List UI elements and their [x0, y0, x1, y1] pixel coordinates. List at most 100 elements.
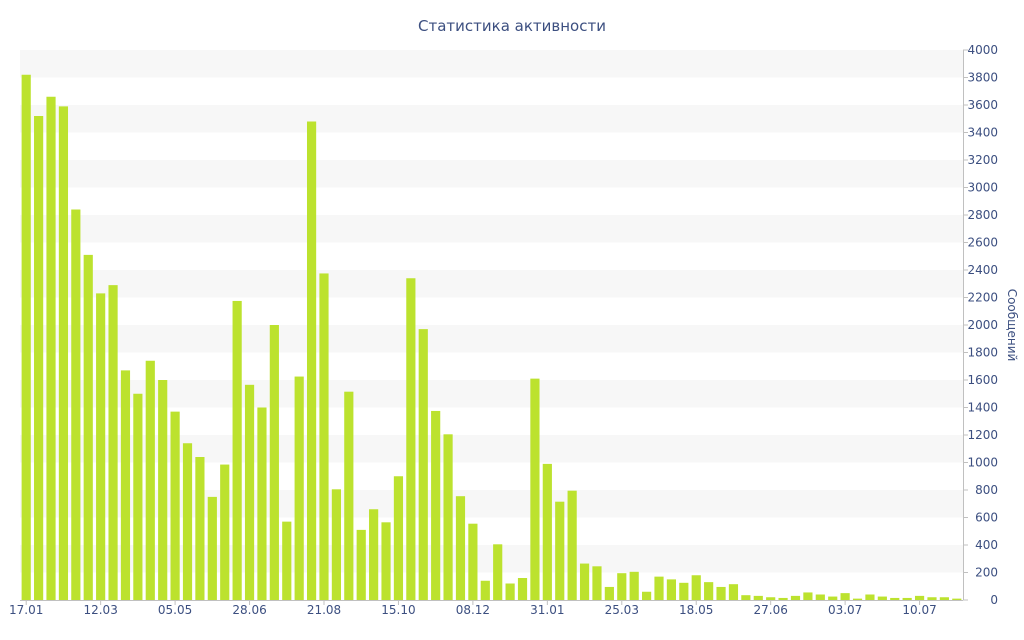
- bar: [96, 293, 106, 601]
- bar: [716, 586, 726, 600]
- bar: [803, 592, 813, 600]
- bar: [852, 598, 863, 601]
- bar: [579, 563, 590, 600]
- grid-band: [20, 105, 963, 133]
- bar: [195, 457, 205, 600]
- bar: [654, 576, 664, 601]
- bar: [46, 96, 56, 600]
- bar: [939, 597, 949, 600]
- x-tick-label: 25.03: [605, 603, 639, 617]
- bar: [170, 411, 180, 601]
- x-tick-label: 31.01: [530, 603, 564, 617]
- y-tick-label: 3600: [967, 98, 998, 112]
- bar: [728, 584, 739, 600]
- x-tick-label: 18.05: [679, 603, 713, 617]
- x-tick-label: 27.06: [753, 603, 787, 617]
- bar: [741, 595, 751, 600]
- bar: [666, 579, 676, 601]
- bar: [517, 578, 528, 600]
- x-tick-label: 08.12: [456, 603, 490, 617]
- bar: [455, 496, 466, 600]
- bar: [232, 300, 242, 600]
- y-tick-label: 3800: [967, 71, 998, 85]
- bar: [381, 522, 391, 600]
- y-axis: 0 200 400 600 800 1000 1200 1400 1600 1800 2000 220…: [963, 43, 998, 607]
- bar: [244, 384, 255, 600]
- bar: [108, 285, 118, 601]
- x-axis: 17.01 12.03 05.05 28.06 21.08 15.10 08.12 31.01…: [9, 600, 963, 617]
- bar: [443, 434, 453, 600]
- y-tick-label: 3400: [967, 126, 998, 140]
- x-tick-label: 12.03: [83, 603, 117, 617]
- bar: [369, 509, 379, 600]
- bar: [356, 529, 366, 601]
- x-tick-label: 28.06: [232, 603, 266, 617]
- x-tick-label: 05.05: [158, 603, 192, 617]
- y-tick-label: 2200: [967, 291, 998, 305]
- y-axis-label: Сообщений: [1005, 289, 1019, 362]
- bar: [282, 521, 292, 601]
- y-tick-label: 0: [990, 593, 998, 607]
- bar: [778, 597, 788, 600]
- bar: [530, 378, 540, 601]
- y-tick-label: 2000: [967, 318, 998, 332]
- bar: [431, 410, 441, 600]
- grid-bands: [20, 50, 963, 573]
- y-tick-label: 2600: [967, 236, 998, 250]
- bar: [766, 597, 776, 600]
- bar: [294, 376, 304, 600]
- bar: [877, 596, 887, 600]
- y-tick-label: 600: [975, 511, 998, 525]
- bar: [120, 370, 131, 601]
- y-tick-label: 800: [975, 483, 998, 497]
- y-tick-label: 4000: [967, 43, 998, 57]
- bar: [704, 582, 714, 601]
- bar: [182, 443, 193, 600]
- grid-band: [20, 50, 963, 78]
- bar: [592, 566, 602, 600]
- y-tick-label: 1000: [967, 456, 998, 470]
- bar: [542, 463, 552, 601]
- grid-band: [20, 325, 963, 353]
- bar: [406, 278, 416, 600]
- bar: [691, 575, 701, 600]
- y-tick-label: 2800: [967, 208, 998, 222]
- y-tick-label: 1800: [967, 346, 998, 360]
- bar: [790, 595, 801, 601]
- bar: [865, 594, 875, 600]
- bar: [890, 597, 900, 600]
- bar: [815, 594, 825, 600]
- grid-band: [20, 160, 963, 188]
- x-tick-label: 21.08: [307, 603, 341, 617]
- bar: [902, 597, 912, 600]
- bar: [642, 591, 652, 600]
- bar: [828, 596, 838, 600]
- bar: [34, 116, 44, 600]
- bar: [145, 360, 155, 600]
- bar: [344, 391, 354, 600]
- x-tick-label: 03.07: [828, 603, 862, 617]
- y-tick-label: 3000: [967, 181, 998, 195]
- bar: [319, 273, 329, 600]
- x-tick-label: 15.10: [381, 603, 415, 617]
- bar: [468, 523, 478, 600]
- bar: [555, 501, 565, 600]
- bar: [952, 598, 962, 601]
- bar: [207, 496, 217, 601]
- bar: [331, 489, 341, 600]
- bar: [927, 597, 937, 600]
- bar: [914, 595, 925, 601]
- bar: [480, 580, 490, 600]
- y-tick-label: 400: [975, 538, 998, 552]
- bar: [21, 74, 31, 600]
- bars: [21, 74, 962, 601]
- x-tick-label: 10.07: [902, 603, 936, 617]
- bar: [220, 464, 230, 600]
- bar: [629, 571, 639, 600]
- bar: [393, 476, 404, 600]
- bar: [753, 595, 763, 601]
- bar: [158, 380, 168, 600]
- bar: [306, 121, 317, 600]
